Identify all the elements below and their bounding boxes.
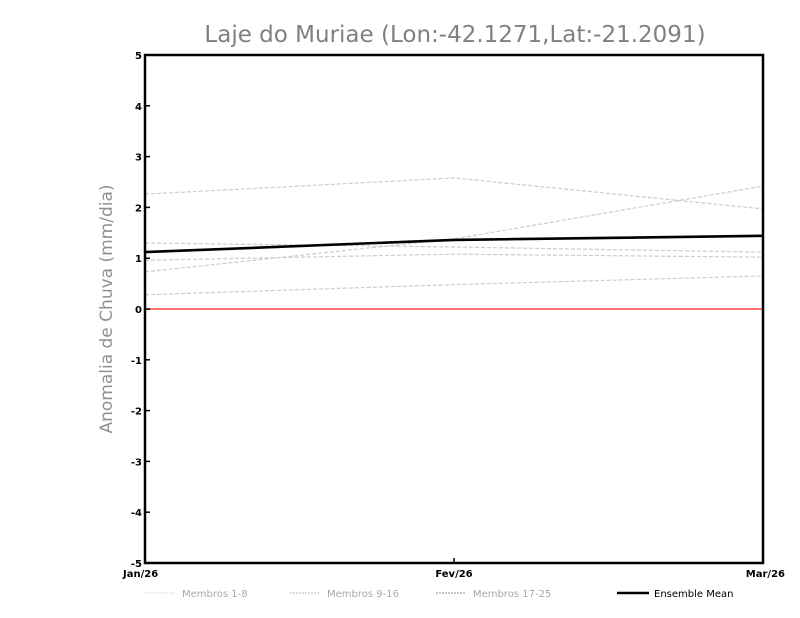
x-tick-label: Jan/26 <box>122 569 158 580</box>
y-tick-label: 5 <box>135 51 142 62</box>
y-tick-label: -2 <box>131 407 142 418</box>
legend-label: Membros 1-8 <box>182 589 248 600</box>
ensemble-mean-line <box>144 234 764 254</box>
legend-label: Membros 9-16 <box>327 589 399 600</box>
y-tick-label: 4 <box>135 102 142 113</box>
y-tick-label: 0 <box>135 305 142 316</box>
member-line-5 <box>144 275 764 296</box>
member-line-3 <box>144 253 764 261</box>
member-line-2 <box>144 242 764 253</box>
member-line-4 <box>144 185 764 273</box>
x-tick-label: Fev/26 <box>435 569 472 580</box>
y-tick-label: -4 <box>131 508 142 519</box>
y-tick-label: -1 <box>131 356 142 367</box>
x-tick-label: Mar/26 <box>746 569 785 580</box>
y-tick-label: -5 <box>131 559 142 570</box>
y-axis-label: Anomalia de Chuva (mm/dia) <box>97 184 117 433</box>
legend-label: Ensemble Mean <box>654 589 733 600</box>
chart-title: Laje do Muriae (Lon:-42.1271,Lat:-21.209… <box>204 22 705 48</box>
legend-label: Membros 17-25 <box>473 589 551 600</box>
y-tick-label: 2 <box>135 203 142 214</box>
y-tick-label: -3 <box>131 457 142 468</box>
y-tick-label: 1 <box>135 254 142 265</box>
member-line-1 <box>144 177 764 210</box>
y-tick-label: 3 <box>135 153 142 164</box>
